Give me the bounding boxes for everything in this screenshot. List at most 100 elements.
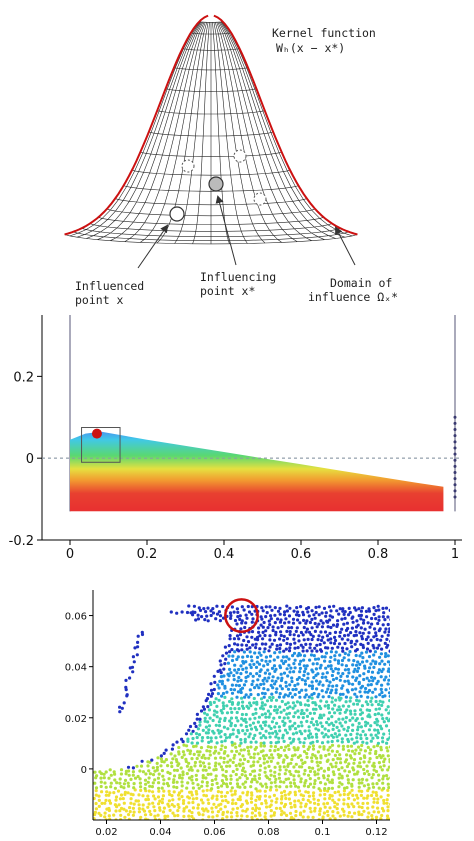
particle <box>235 778 239 782</box>
particle <box>164 758 168 762</box>
particle <box>381 615 385 619</box>
particle <box>114 798 118 802</box>
particle <box>291 621 296 625</box>
particle <box>253 774 257 778</box>
particle <box>387 786 390 790</box>
splash-particle <box>133 646 137 650</box>
particle <box>334 688 338 692</box>
particle <box>305 755 309 759</box>
particle <box>230 710 234 714</box>
particle <box>240 717 244 721</box>
particle <box>328 680 332 684</box>
particle <box>253 686 257 690</box>
particle <box>327 605 332 609</box>
particle <box>248 732 252 736</box>
particle <box>327 752 331 756</box>
particle <box>323 787 327 791</box>
particle <box>384 724 389 728</box>
particle <box>278 612 282 616</box>
particle <box>94 807 98 811</box>
flow-field-ticks: 0 0.2 0.4 0.6 0.8 10.20-0.2 <box>9 370 460 560</box>
particle <box>318 666 322 670</box>
particle <box>349 744 354 748</box>
x-tick-label: 0.1 <box>315 827 331 838</box>
particle <box>366 683 370 687</box>
particle <box>297 774 301 778</box>
particle <box>274 690 278 694</box>
particle <box>107 799 112 803</box>
particle <box>307 614 311 618</box>
particle <box>190 774 194 779</box>
particle <box>377 608 381 612</box>
particle <box>310 696 314 700</box>
particle <box>344 758 349 762</box>
particle <box>330 721 334 725</box>
particle <box>278 715 282 719</box>
particle <box>382 774 386 778</box>
particle <box>391 726 394 729</box>
particle <box>190 793 194 797</box>
particle <box>267 724 271 728</box>
particle <box>222 706 226 711</box>
particle <box>161 810 166 814</box>
particle <box>143 786 147 791</box>
particle <box>312 791 316 795</box>
particle <box>369 699 373 703</box>
particle <box>221 773 225 777</box>
particle <box>311 707 316 711</box>
particle <box>243 625 247 630</box>
particle <box>254 798 258 802</box>
particle <box>222 781 226 785</box>
particle <box>391 634 394 637</box>
particle <box>214 617 218 621</box>
particle <box>241 667 245 671</box>
particle <box>240 648 244 652</box>
particle <box>366 702 370 706</box>
particle <box>250 811 254 815</box>
particle <box>258 794 262 799</box>
particle <box>378 627 382 631</box>
particle <box>285 655 289 659</box>
particle <box>312 785 316 789</box>
particle <box>294 629 298 633</box>
particle <box>307 773 311 777</box>
particle <box>359 617 363 621</box>
particle <box>182 807 186 811</box>
particle <box>281 719 285 723</box>
particle <box>366 794 370 798</box>
particle <box>370 793 374 798</box>
particle <box>260 704 264 708</box>
particle <box>381 700 385 704</box>
particle <box>141 803 145 807</box>
particle <box>292 670 296 674</box>
particle <box>158 808 162 812</box>
particle <box>291 724 295 728</box>
particle <box>219 663 223 667</box>
particle <box>187 728 191 732</box>
particle <box>367 607 371 611</box>
particle <box>240 704 245 708</box>
particle <box>381 781 385 785</box>
particle <box>377 618 381 622</box>
particle <box>282 748 286 752</box>
particle <box>107 776 111 780</box>
particle <box>312 691 316 696</box>
particle <box>338 692 343 696</box>
particle <box>348 791 352 795</box>
particle <box>306 798 310 802</box>
particle <box>190 814 194 819</box>
particle <box>273 745 278 749</box>
particle <box>138 769 142 773</box>
particle <box>280 624 284 629</box>
particle <box>198 760 202 764</box>
particle <box>167 789 171 793</box>
particle <box>367 811 371 815</box>
particle <box>285 785 289 789</box>
particle <box>385 801 389 805</box>
particle <box>166 764 170 768</box>
particle <box>299 811 303 815</box>
particle <box>240 619 244 623</box>
particle <box>282 716 286 720</box>
particle <box>260 701 264 705</box>
particle <box>305 619 309 623</box>
